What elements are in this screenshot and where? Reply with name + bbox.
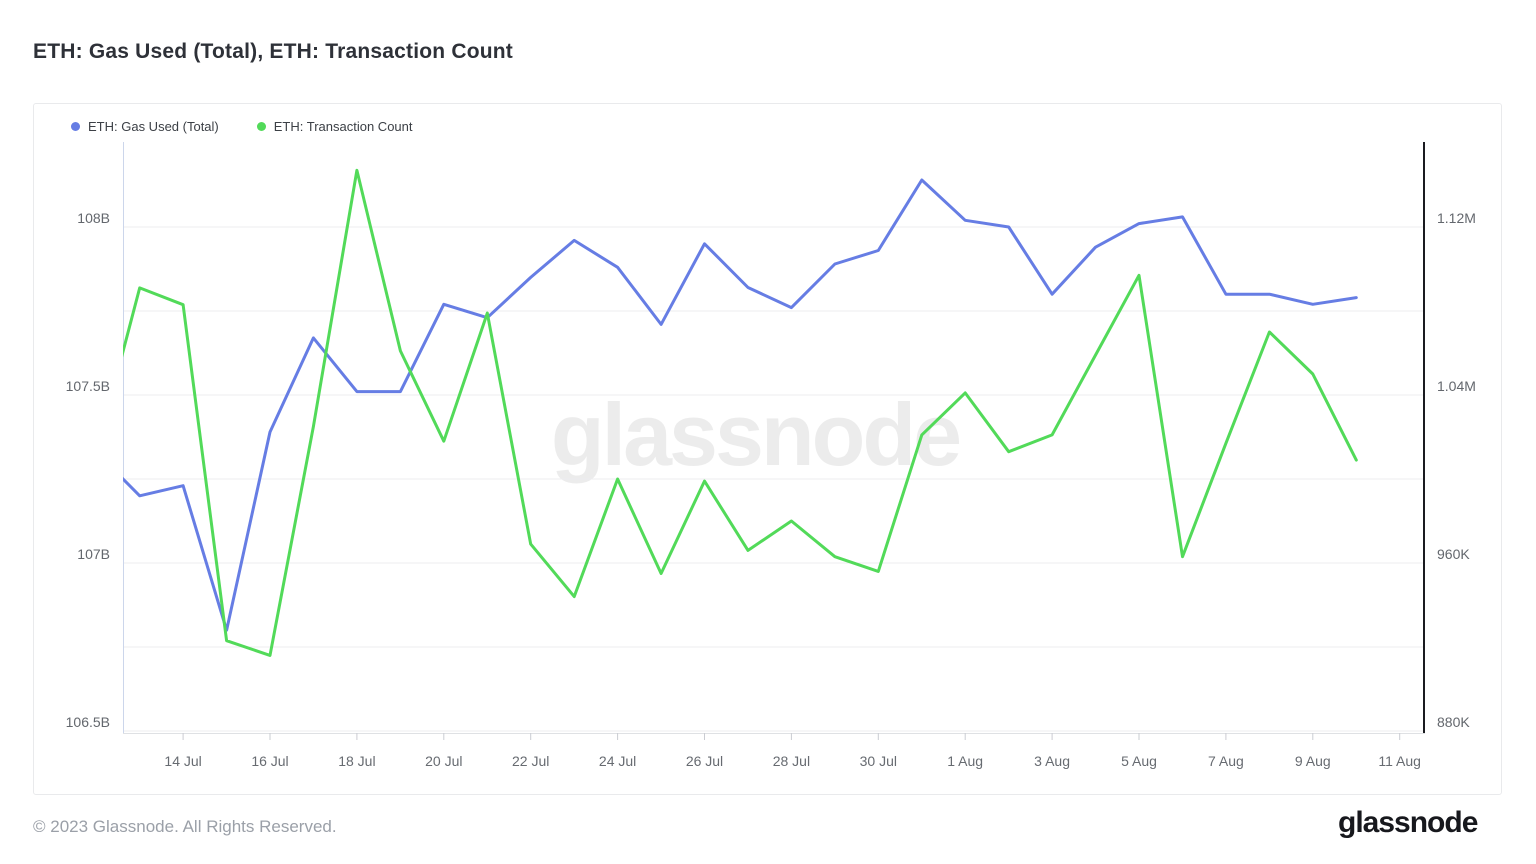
- x-axis-label: 9 Aug: [1294, 753, 1331, 769]
- series-line-1[interactable]: [96, 168, 1358, 657]
- x-axis-label: 3 Aug: [1034, 753, 1070, 769]
- x-axis-label: 20 Jul: [425, 753, 463, 769]
- y-axis-label-right: 960K: [1437, 546, 1470, 562]
- y-axis-label-left: 108B: [77, 210, 110, 226]
- legend-label: ETH: Transaction Count: [273, 119, 413, 134]
- x-axis-label: 22 Jul: [512, 753, 550, 769]
- x-axis-label: 26 Jul: [685, 753, 724, 769]
- x-axis-label: 30 Jul: [859, 753, 897, 769]
- y-axis-label-right: 1.04M: [1437, 378, 1476, 394]
- legend-label: ETH: Gas Used (Total): [88, 119, 219, 134]
- legend: ETH: Gas Used (Total) ETH: Transaction C…: [71, 119, 413, 134]
- x-axis-label: 5 Aug: [1121, 753, 1157, 769]
- y-axis-label-right: 880K: [1437, 714, 1470, 730]
- x-axis-label: 18 Jul: [338, 753, 376, 769]
- x-axis-label: 24 Jul: [598, 753, 637, 769]
- x-axis-label: 28 Jul: [772, 753, 811, 769]
- legend-dot-green-icon: [256, 122, 266, 131]
- legend-dot-blue-icon: [71, 122, 80, 131]
- legend-item-transaction-count[interactable]: ETH: Transaction Count: [256, 119, 413, 134]
- y-axis-label-left: 106.5B: [65, 714, 110, 730]
- y-axis-label-right: 1.12M: [1437, 210, 1476, 226]
- footer-copyright: © 2023 Glassnode. All Rights Reserved.: [33, 817, 337, 836]
- x-axis-label: 11 Aug: [1378, 753, 1421, 769]
- chart-card: [33, 103, 1502, 795]
- page-title: ETH: Gas Used (Total), ETH: Transaction …: [33, 40, 513, 63]
- x-axis-label: 7 Aug: [1207, 753, 1244, 769]
- x-axis-label: 14 Jul: [164, 753, 202, 769]
- y-axis-label-left: 107B: [77, 546, 110, 562]
- x-axis-label: 16 Jul: [251, 753, 289, 769]
- x-axis-label: 1 Aug: [947, 753, 984, 769]
- glassnode-logo: glassnode: [1338, 806, 1478, 839]
- legend-item-gas-used[interactable]: ETH: Gas Used (Total): [71, 119, 219, 134]
- y-axis-label-left: 107.5B: [65, 378, 110, 394]
- series-line-0[interactable]: [96, 178, 1358, 632]
